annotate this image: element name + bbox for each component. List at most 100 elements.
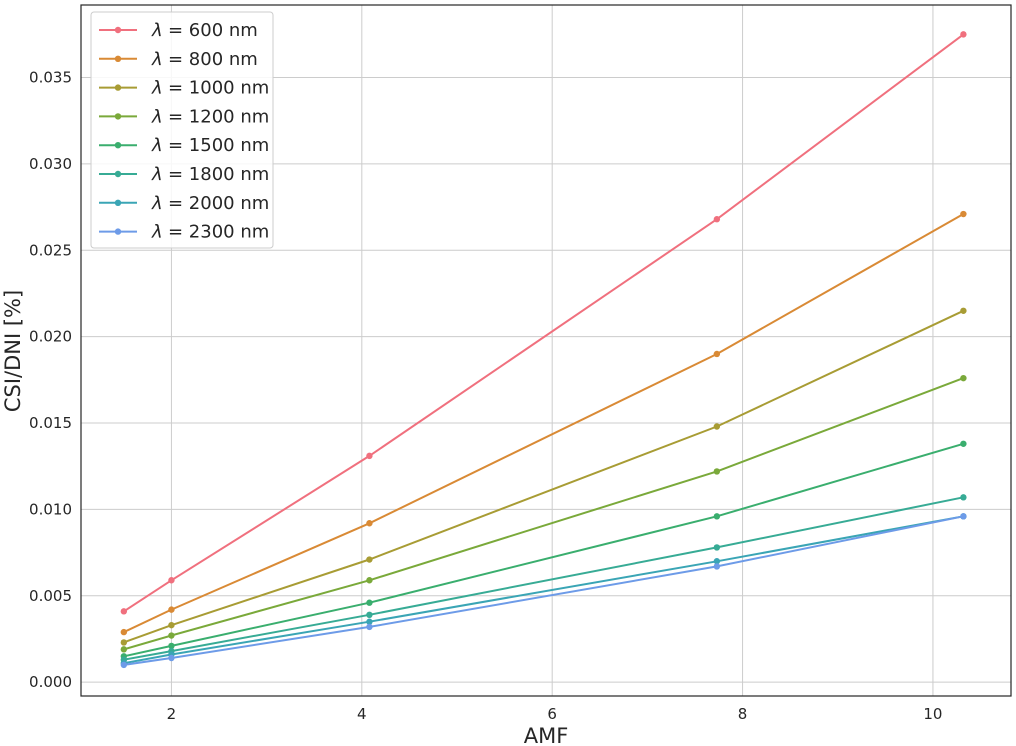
- legend-lambda-symbol: λ: [151, 20, 163, 41]
- data-point: [366, 520, 373, 527]
- x-tick-label: 4: [357, 705, 367, 723]
- y-tick-label: 0.010: [29, 500, 72, 518]
- y-axis-label: CSI/DNI [%]: [1, 290, 25, 412]
- legend-label: = 1500 nm: [168, 135, 269, 156]
- y-tick-label: 0.035: [29, 69, 72, 87]
- series-line: [123, 515, 964, 665]
- data-point: [960, 374, 967, 382]
- data-point: [713, 513, 721, 520]
- y-tick-label: 0.000: [29, 673, 72, 691]
- data-point: [366, 623, 373, 631]
- data-point: [366, 611, 373, 619]
- legend-entry: λ = 1200 nm: [99, 106, 269, 127]
- series-line: [123, 377, 964, 651]
- y-tick-label: 0.015: [29, 414, 72, 432]
- legend-lambda-symbol: λ: [151, 222, 163, 243]
- data-point: [366, 556, 373, 563]
- legend: λ = 600 nmλ = 800 nmλ = 1000 nmλ = 1200 nmλ =…: [90, 11, 274, 249]
- data-point: [168, 577, 175, 584]
- data-point: [366, 618, 373, 625]
- data-point: [120, 628, 128, 636]
- legend-swatch-marker: [114, 199, 122, 206]
- series-0: [120, 31, 967, 615]
- legend-label: = 2000 nm: [168, 193, 269, 214]
- data-point: [168, 642, 175, 650]
- y-tick-label: 0.030: [29, 155, 72, 173]
- series-6: [120, 513, 967, 667]
- data-point: [713, 350, 721, 358]
- data-point: [120, 608, 128, 615]
- legend-entry: λ = 2300 nm: [99, 222, 269, 243]
- legend-swatch-marker: [114, 228, 122, 235]
- x-axis-label: AMF: [524, 724, 569, 746]
- data-point: [713, 216, 721, 223]
- series-line: [123, 442, 964, 658]
- legend-entry: λ = 2000 nm: [99, 193, 269, 214]
- x-tick-label: 6: [547, 705, 557, 723]
- data-point: [366, 577, 373, 584]
- data-point: [713, 544, 721, 551]
- data-point: [168, 654, 175, 662]
- legend-lambda-symbol: λ: [151, 193, 163, 214]
- legend-label: = 1200 nm: [168, 106, 269, 127]
- series-layer: [120, 31, 967, 669]
- legend-lambda-symbol: λ: [151, 49, 163, 70]
- y-tick-label: 0.020: [29, 328, 72, 346]
- data-point: [366, 452, 373, 460]
- data-point: [168, 606, 175, 613]
- legend-entry: λ = 1500 nm: [99, 135, 269, 156]
- x-tick-label: 10: [923, 705, 942, 723]
- data-point: [960, 494, 967, 501]
- data-point: [713, 423, 721, 430]
- data-point: [713, 468, 721, 475]
- x-tick-label: 8: [738, 705, 748, 723]
- series-line: [123, 309, 964, 644]
- data-point: [713, 563, 721, 570]
- y-tick-label: 0.005: [29, 587, 72, 605]
- data-point: [366, 599, 373, 606]
- legend-label: = 1800 nm: [168, 164, 269, 185]
- data-point: [960, 513, 967, 520]
- series-2: [120, 307, 967, 646]
- legend-label: = 1000 nm: [168, 78, 269, 99]
- x-tick-label: 2: [167, 705, 177, 723]
- data-point: [120, 661, 128, 669]
- legend-entry: λ = 1000 nm: [99, 78, 269, 99]
- data-point: [713, 558, 721, 565]
- data-point: [168, 632, 175, 639]
- legend-label: = 800 nm: [168, 49, 258, 70]
- legend-entry: λ = 600 nm: [99, 20, 258, 41]
- legend-swatch-marker: [114, 170, 122, 178]
- series-5: [120, 494, 967, 663]
- legend-swatch-marker: [114, 55, 122, 62]
- data-point: [960, 307, 967, 314]
- tick-labels: 2 4 6 8 10 0.000 0.005 0.010 0.015 0.020 0.025 0.03…: [29, 69, 942, 723]
- series-7: [120, 513, 967, 669]
- series-1: [120, 210, 967, 636]
- legend-lambda-symbol: λ: [151, 106, 163, 127]
- series-3: [120, 374, 967, 653]
- data-point: [960, 210, 967, 218]
- legend-swatch-marker: [114, 26, 122, 34]
- plot-frame: [80, 4, 1012, 697]
- legend-lambda-symbol: λ: [151, 135, 163, 156]
- legend-lambda-symbol: λ: [151, 78, 163, 99]
- data-point: [168, 621, 175, 629]
- legend-label: = 2300 nm: [168, 222, 269, 243]
- legend-swatch-marker: [114, 84, 122, 91]
- data-point: [960, 440, 967, 447]
- data-point: [120, 639, 128, 646]
- series-line: [123, 496, 964, 661]
- legend-entry: λ = 800 nm: [99, 49, 258, 70]
- legend-label: = 600 nm: [168, 20, 258, 41]
- legend-lambda-symbol: λ: [151, 164, 163, 185]
- data-point: [120, 646, 128, 653]
- legend-swatch-marker: [114, 113, 122, 120]
- data-point: [960, 31, 967, 38]
- series-4: [120, 440, 967, 660]
- legend-swatch-marker: [114, 142, 122, 149]
- legend-entry: λ = 1800 nm: [99, 164, 269, 185]
- legend-box: [90, 11, 274, 249]
- y-tick-label: 0.025: [29, 241, 72, 259]
